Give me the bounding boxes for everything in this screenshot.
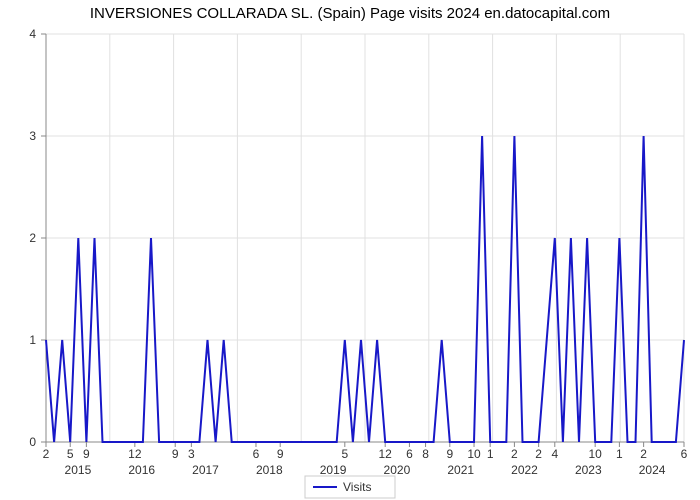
x-year-label: 2019 bbox=[320, 463, 347, 477]
x-year-label: 2020 bbox=[384, 463, 411, 477]
x-year-label: 2022 bbox=[511, 463, 538, 477]
x-tick-label: 6 bbox=[253, 447, 260, 461]
x-tick-label: 9 bbox=[277, 447, 284, 461]
x-year-label: 2016 bbox=[128, 463, 155, 477]
x-year-label: 2017 bbox=[192, 463, 219, 477]
y-tick-label: 2 bbox=[29, 231, 36, 245]
y-tick-label: 0 bbox=[29, 435, 36, 449]
x-tick-label: 5 bbox=[67, 447, 74, 461]
x-tick-label: 2 bbox=[640, 447, 647, 461]
x-tick-label: 9 bbox=[83, 447, 90, 461]
x-tick-label: 1 bbox=[487, 447, 494, 461]
x-tick-label: 9 bbox=[172, 447, 179, 461]
x-tick-label: 10 bbox=[467, 447, 481, 461]
x-tick-label: 3 bbox=[188, 447, 195, 461]
x-tick-label: 8 bbox=[422, 447, 429, 461]
x-year-label: 2018 bbox=[256, 463, 283, 477]
x-tick-label: 6 bbox=[681, 447, 688, 461]
chart-title: INVERSIONES COLLARADA SL. (Spain) Page v… bbox=[90, 5, 610, 22]
y-tick-label: 1 bbox=[29, 333, 36, 347]
x-tick-label: 2 bbox=[43, 447, 50, 461]
x-tick-label: 5 bbox=[341, 447, 348, 461]
x-tick-label: 2 bbox=[511, 447, 518, 461]
y-tick-label: 4 bbox=[29, 27, 36, 41]
x-tick-label: 12 bbox=[379, 447, 393, 461]
legend-label: Visits bbox=[343, 480, 371, 494]
x-tick-label: 9 bbox=[446, 447, 453, 461]
x-tick-label: 10 bbox=[588, 447, 602, 461]
visits-line-chart: 0123425912936951268910122410126201520162… bbox=[0, 0, 700, 500]
x-year-label: 2015 bbox=[65, 463, 92, 477]
x-year-label: 2023 bbox=[575, 463, 602, 477]
x-tick-label: 4 bbox=[551, 447, 558, 461]
x-tick-label: 12 bbox=[128, 447, 142, 461]
y-tick-label: 3 bbox=[29, 129, 36, 143]
x-tick-label: 1 bbox=[616, 447, 623, 461]
x-year-label: 2021 bbox=[447, 463, 474, 477]
x-tick-label: 6 bbox=[406, 447, 413, 461]
x-tick-label: 2 bbox=[535, 447, 542, 461]
x-year-label: 2024 bbox=[639, 463, 666, 477]
